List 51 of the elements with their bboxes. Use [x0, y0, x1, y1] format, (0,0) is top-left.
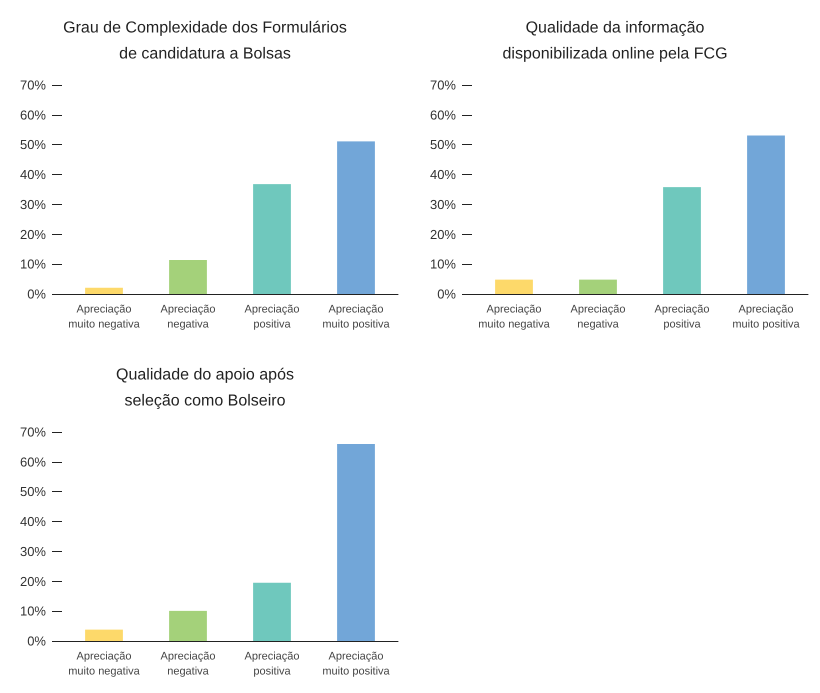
y-tick-label: 40%	[430, 167, 456, 182]
y-tick-label: 70%	[20, 78, 46, 92]
chart-title: Grau de Complexidade dos Formulários de candidatura a Bolsas	[63, 20, 347, 62]
x-tick-label: Apreciação muito positiva	[732, 304, 800, 330]
bar	[579, 280, 617, 294]
y-tick-label: 50%	[20, 137, 46, 152]
x-tick-label: Apreciação muito negativa	[478, 304, 551, 330]
y-tick-label: 70%	[430, 78, 456, 92]
y-tick-label: 20%	[20, 226, 46, 242]
y-tick-label: 60%	[20, 107, 46, 122]
y-tick-label: 40%	[20, 167, 46, 182]
x-tick-label: Apreciação muito positiva	[322, 304, 390, 330]
bar	[495, 280, 533, 294]
x-tick-label: Apreciação positiva	[244, 650, 300, 678]
y-tick-label: 30%	[430, 196, 456, 212]
y-tick-label: 10%	[20, 604, 46, 619]
y-tick-label: 0%	[27, 286, 46, 302]
x-tick-label: Apreciação muito negativa	[68, 650, 141, 678]
chart-title: Qualidade do apoio após seleção como Bolseiro	[116, 366, 294, 410]
bar	[663, 187, 701, 294]
y-tick-label: 30%	[20, 196, 46, 212]
bar	[85, 630, 123, 641]
x-tick-label: Apreciação negativa	[160, 650, 216, 678]
x-tick-label: Apreciação muito negativa	[68, 304, 141, 330]
y-tick-label: 20%	[20, 574, 46, 589]
x-tick-label: Apreciação negativa	[160, 304, 216, 330]
x-tick-label: Apreciação positiva	[244, 304, 300, 330]
y-tick-label: 30%	[20, 544, 46, 559]
bar	[337, 444, 375, 641]
bar	[747, 135, 785, 294]
y-tick-label: 50%	[20, 484, 46, 500]
x-tick-label: Apreciação muito positiva	[322, 650, 390, 678]
y-tick-label: 60%	[20, 454, 46, 470]
y-tick-label: 20%	[430, 226, 456, 242]
x-tick-label: Apreciação positiva	[654, 304, 710, 330]
bar	[169, 610, 207, 641]
bar	[169, 260, 207, 294]
y-tick-label: 10%	[20, 256, 46, 272]
bar	[253, 582, 291, 641]
y-tick-label: 0%	[437, 286, 456, 302]
y-tick-label: 0%	[27, 634, 46, 648]
bar	[85, 288, 123, 294]
y-tick-label: 70%	[20, 424, 46, 440]
y-tick-label: 10%	[430, 256, 456, 272]
chart-title: Qualidade da informação disponibilizada online pela FCG	[502, 20, 728, 62]
y-tick-label: 40%	[20, 514, 46, 530]
x-tick-label: Apreciação negativa	[570, 304, 626, 330]
bar	[337, 141, 375, 294]
bar	[253, 184, 291, 294]
y-tick-label: 60%	[430, 107, 456, 122]
y-tick-label: 50%	[430, 137, 456, 152]
